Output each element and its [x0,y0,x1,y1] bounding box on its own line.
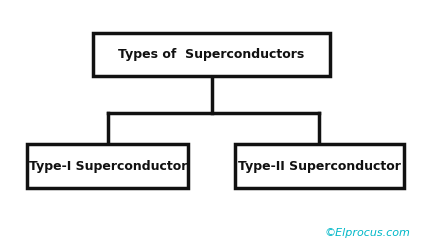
Text: Type-I Superconductor: Type-I Superconductor [29,160,187,173]
FancyBboxPatch shape [93,33,330,76]
Text: Type-II Superconductor: Type-II Superconductor [238,160,401,173]
FancyBboxPatch shape [27,144,188,188]
FancyBboxPatch shape [235,144,404,188]
Text: Types of  Superconductors: Types of Superconductors [118,48,305,61]
Text: ©Elprocus.com: ©Elprocus.com [324,228,410,238]
